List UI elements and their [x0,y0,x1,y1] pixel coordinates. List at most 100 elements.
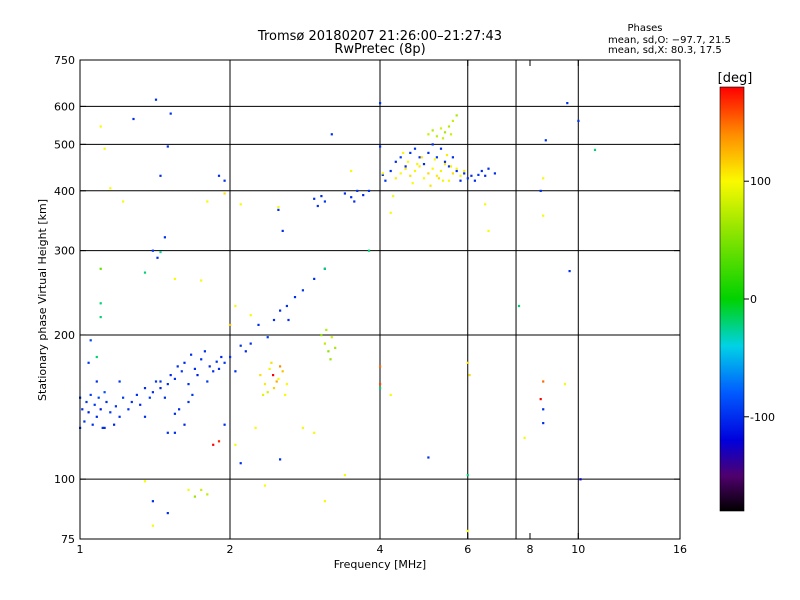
echo-point [151,249,154,252]
echo-point [166,512,169,515]
echo-point [249,314,252,317]
echo-point [223,192,226,195]
echo-point [470,174,473,177]
echo-point [270,361,273,364]
echo-point [217,174,221,177]
echo-point [285,383,288,386]
echo-point [293,296,297,299]
echo-point [463,172,466,175]
echo-point [272,387,276,390]
echo-point [95,355,98,359]
echo-point [103,391,106,394]
echo-point [87,411,90,414]
echo-point [313,431,316,434]
x-axis-label: Frequency [MHz] [334,558,426,571]
y-axis-ticks: 75 100 200 300 400 500 600 750 [54,54,680,546]
echo-point [323,200,326,203]
echo-point [143,415,147,418]
echo-point [200,279,203,282]
echo-point [350,196,353,199]
plot-grid [80,60,680,539]
echo-point [313,197,316,200]
echo-point [95,380,98,383]
echo-point [187,383,190,386]
echo-point [443,163,447,166]
y-axis-label: Stationary phase Virtual Height [km] [36,199,49,401]
echo-point [409,174,412,177]
y-tick-label: 400 [54,185,75,198]
echo-point [262,393,265,396]
colorbar-gradient [719,86,745,512]
echo-point [163,236,166,239]
echo-point [447,165,451,168]
echo-points [79,98,597,532]
echo-point [275,380,278,383]
y-tick-label: 75 [61,533,75,546]
echo-point [449,165,453,168]
echo-point [99,408,102,411]
echo-point [435,135,438,138]
echo-point [99,316,102,319]
echo-point [223,423,226,426]
echo-point [593,148,597,151]
x-tick-label: 16 [673,543,687,556]
echo-point [166,145,169,148]
echo-point [212,443,215,446]
echo-point [327,350,330,353]
echo-point [83,420,86,423]
echo-point [122,396,125,399]
echo-point [392,195,395,198]
echo-point [334,346,337,349]
echo-point [473,179,476,182]
echo-point [114,405,117,408]
phases-title: Phases [627,23,662,34]
echo-point [404,165,407,168]
echo-point [343,192,346,195]
echo-point [427,133,430,136]
echo-point [259,374,262,377]
echo-point [427,172,430,175]
echo-point [431,129,434,132]
echo-point [451,156,454,159]
echo-point [103,426,106,429]
echo-point [166,431,169,434]
echo-point [183,361,186,364]
echo-point [89,393,92,396]
echo-point [350,169,353,173]
echo-point [217,367,221,370]
echo-point [443,131,447,134]
echo-point [234,304,237,308]
chart-header: Tromsø 20180207 21:26:00–21:27:43 RwPret… [257,23,731,57]
echo-point [447,125,451,128]
echo-point [215,360,218,363]
echo-point [459,179,462,182]
echo-point [249,342,252,345]
echo-point [263,484,267,487]
echo-point [437,177,440,180]
echo-point [320,195,323,198]
echo-point [449,133,453,136]
y-tick-label: 300 [54,245,75,258]
echo-point [277,377,280,380]
echo-point [109,411,112,414]
echo-point [229,323,232,326]
echo-point [266,336,269,339]
echo-point [441,179,445,182]
echo-point [99,267,102,270]
echo-point [330,336,333,339]
echo-point [239,203,242,206]
echo-point [143,480,147,483]
echo-point [103,147,106,150]
echo-point [320,334,323,337]
echo-point [439,169,443,173]
echo-point [353,200,356,203]
echo-point [178,408,181,411]
echo-point [416,163,419,166]
echo-point [109,187,112,190]
echo-point [217,440,221,443]
echo-point [394,177,397,180]
echo-point [435,156,438,159]
echo-point [579,478,582,481]
echo-point [193,367,196,370]
echo-point [169,374,172,377]
